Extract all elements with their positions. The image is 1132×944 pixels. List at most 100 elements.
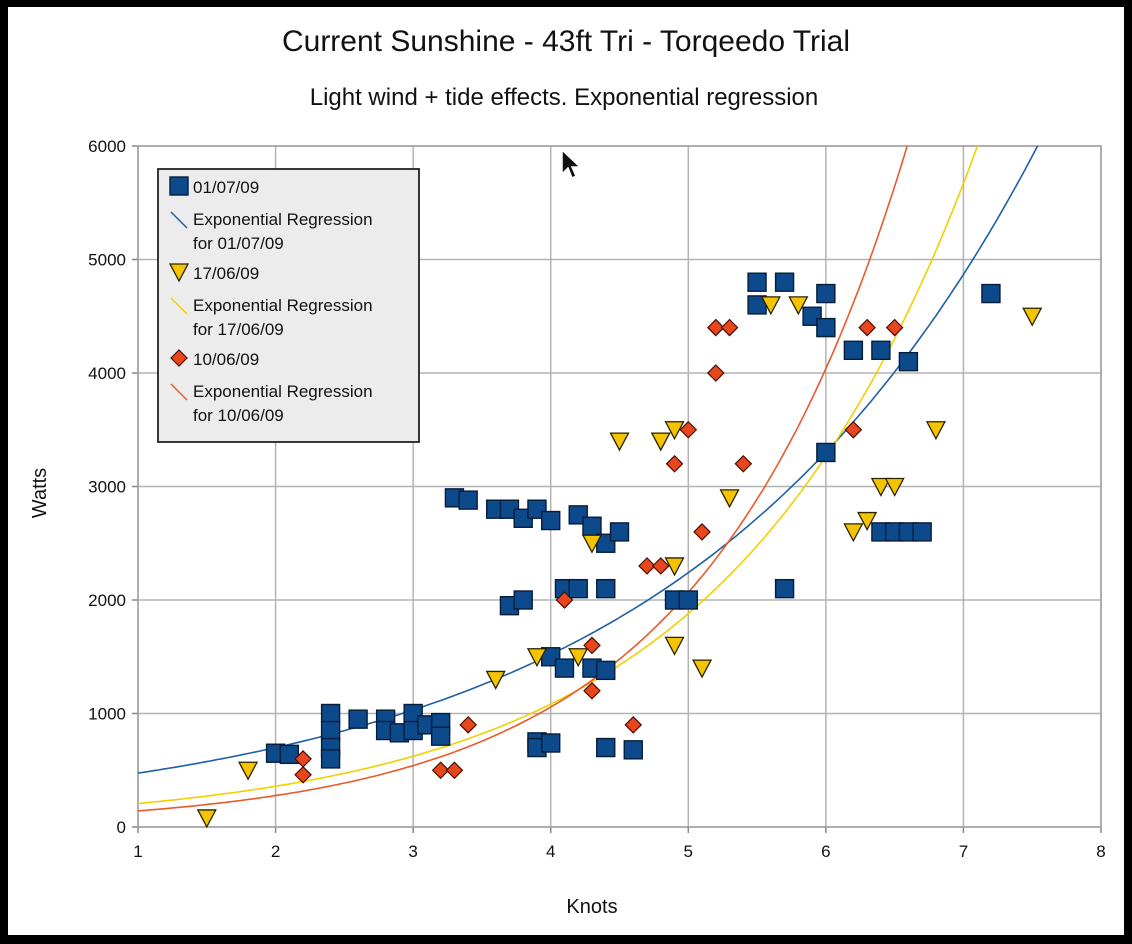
trend-line	[138, 146, 908, 812]
chart-frame: Current Sunshine - 43ft Tri - Torqeedo T…	[8, 7, 1124, 935]
mouse-pointer-icon	[561, 149, 582, 180]
x-tick-label: 1	[133, 842, 142, 861]
series-0-points	[265, 272, 1001, 769]
data-point	[664, 421, 685, 441]
data-point	[693, 523, 711, 541]
trend-line	[138, 146, 1039, 774]
data-point	[719, 489, 740, 509]
y-tick-label: 5000	[88, 251, 126, 270]
data-point	[596, 660, 616, 681]
data-point	[774, 578, 795, 599]
data-points	[196, 272, 1043, 829]
data-point	[774, 272, 795, 292]
data-point	[843, 523, 864, 543]
data-point	[734, 454, 753, 473]
data-point	[664, 557, 685, 577]
data-point	[459, 716, 478, 734]
data-point	[816, 317, 836, 338]
chart-legend: 01/07/09 Exponential Regression for 01/07/…	[157, 168, 420, 443]
data-point	[568, 648, 589, 668]
data-point	[720, 318, 739, 337]
data-point	[638, 557, 656, 575]
data-point	[320, 703, 341, 724]
chart-title: Current Sunshine - 43ft Tri - Torqeedo T…	[282, 25, 850, 58]
series-1-points	[196, 296, 1043, 829]
x-tick-label: 8	[1096, 842, 1105, 861]
x-axis-label: Knots	[566, 896, 617, 918]
data-point	[196, 809, 217, 829]
legend-trend-swatch	[170, 297, 188, 315]
data-point	[237, 761, 259, 781]
data-point	[555, 591, 574, 609]
y-tick-label: 0	[117, 818, 126, 837]
y-axis-label: Watts	[29, 468, 51, 518]
scatter-chart: Current Sunshine - 43ft Tri - Torqeedo T…	[29, 25, 1106, 918]
data-point	[279, 744, 300, 765]
data-point	[747, 272, 767, 292]
data-point	[870, 477, 891, 497]
y-tick-label: 6000	[88, 137, 126, 156]
x-tick-label: 7	[959, 842, 968, 861]
data-point	[583, 636, 601, 655]
data-point	[320, 749, 341, 769]
data-point	[816, 442, 836, 463]
data-point	[871, 340, 891, 360]
data-point	[788, 296, 809, 316]
x-tick-label: 3	[408, 842, 417, 861]
data-point	[858, 318, 876, 337]
data-point	[898, 351, 919, 372]
data-point	[582, 516, 602, 536]
data-point	[596, 578, 616, 599]
data-point	[485, 670, 506, 690]
legend-trend-label: Exponential Regression for 01/07/09	[193, 210, 373, 253]
data-point	[760, 296, 781, 316]
data-point	[885, 318, 904, 337]
data-point	[912, 522, 932, 542]
axes: 1 2 3 4 5 6 7 8 0 1000 2000 3000 4000 5000 6000	[88, 137, 1106, 861]
data-point	[706, 318, 725, 337]
trend-lines	[138, 146, 1039, 812]
chart-subtitle: Light wind + tide effects. Exponential r…	[310, 84, 819, 111]
series-2-points	[294, 318, 904, 784]
x-tick-label: 6	[821, 842, 830, 861]
plot-area-border	[137, 145, 1102, 828]
data-point	[651, 557, 670, 575]
data-point	[583, 681, 601, 700]
legend-marker	[169, 176, 189, 196]
data-point	[581, 534, 603, 554]
data-point	[925, 421, 946, 441]
data-point	[294, 765, 312, 784]
legend-trend-label: Exponential Regression for 17/06/09	[193, 296, 373, 339]
data-point	[624, 716, 643, 734]
gridlines	[137, 145, 1102, 828]
data-point	[665, 454, 684, 473]
y-tick-label: 4000	[88, 364, 126, 383]
data-point	[678, 590, 698, 610]
legend-trend-label: Exponential Regression for 10/06/09	[193, 382, 373, 425]
legend-marker	[170, 349, 188, 367]
data-point	[568, 578, 588, 599]
data-point	[857, 511, 878, 531]
data-point	[526, 648, 548, 668]
data-point	[884, 477, 905, 497]
y-tick-label: 2000	[88, 591, 126, 610]
legend-trend-swatch	[170, 211, 188, 229]
y-tick-label: 3000	[88, 478, 126, 497]
data-point	[609, 432, 630, 452]
x-tick-label: 5	[684, 842, 693, 861]
data-point	[844, 420, 863, 439]
data-point	[706, 364, 725, 382]
data-point	[843, 340, 864, 360]
data-point	[1022, 307, 1043, 327]
data-point	[554, 658, 575, 678]
data-point	[320, 720, 341, 741]
data-point	[650, 432, 671, 452]
legend-trend-swatch	[170, 383, 188, 401]
data-point	[445, 761, 464, 780]
x-tick-label: 2	[271, 842, 280, 861]
data-point	[691, 659, 713, 679]
data-point	[664, 636, 685, 656]
data-point	[981, 283, 1001, 304]
data-point	[609, 522, 630, 542]
legend-marker	[168, 263, 190, 283]
